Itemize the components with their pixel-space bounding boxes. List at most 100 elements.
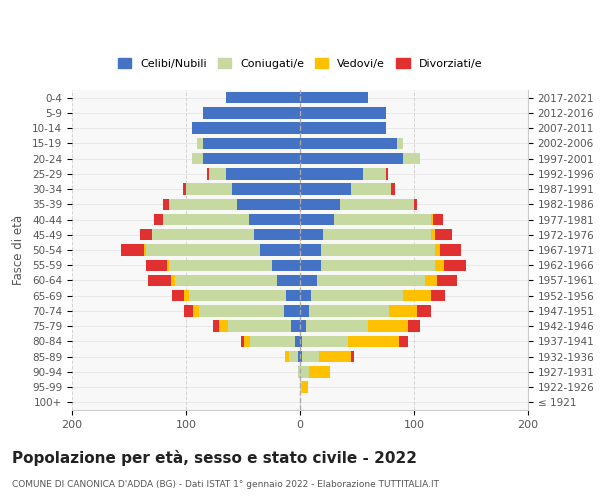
Bar xyxy=(228,320,291,332)
Bar xyxy=(148,275,171,286)
Bar xyxy=(300,153,403,164)
Bar xyxy=(434,244,440,256)
Bar xyxy=(146,260,167,271)
Bar xyxy=(190,290,286,302)
Bar xyxy=(203,138,300,149)
Bar xyxy=(163,214,249,225)
Bar xyxy=(184,305,193,316)
Bar xyxy=(431,290,445,302)
Bar xyxy=(414,198,418,210)
Bar xyxy=(300,275,317,286)
Bar xyxy=(300,351,302,362)
Bar xyxy=(163,198,169,210)
Bar xyxy=(140,229,152,240)
Bar xyxy=(399,336,409,347)
Bar xyxy=(391,184,395,195)
Bar xyxy=(300,290,311,302)
Bar xyxy=(219,320,228,332)
Bar xyxy=(386,168,388,179)
Bar xyxy=(284,305,300,316)
Bar xyxy=(206,168,209,179)
Bar xyxy=(443,260,466,271)
Bar xyxy=(348,336,399,347)
Bar xyxy=(298,366,300,378)
Bar xyxy=(320,244,434,256)
Bar xyxy=(306,320,368,332)
Bar xyxy=(244,336,250,347)
Legend: Celibi/Nubili, Coniugati/e, Vedovi/e, Divorziati/e: Celibi/Nubili, Coniugati/e, Vedovi/e, Di… xyxy=(113,54,487,74)
Bar xyxy=(172,290,184,302)
Bar xyxy=(362,168,386,179)
Bar xyxy=(311,290,403,302)
Y-axis label: Anni di nascita: Anni di nascita xyxy=(598,206,600,294)
Bar xyxy=(186,184,232,195)
Bar xyxy=(319,351,352,362)
Bar xyxy=(121,244,144,256)
Bar xyxy=(300,92,368,104)
Bar xyxy=(431,229,434,240)
Bar xyxy=(431,214,433,225)
Bar xyxy=(192,153,203,164)
Bar xyxy=(214,320,219,332)
Bar xyxy=(389,305,418,316)
Bar xyxy=(334,214,431,225)
Bar xyxy=(437,275,457,286)
Bar xyxy=(300,168,362,179)
Bar xyxy=(169,260,271,271)
Bar xyxy=(403,153,420,164)
Bar xyxy=(192,122,300,134)
Bar xyxy=(171,275,175,286)
Bar xyxy=(203,107,300,118)
Bar xyxy=(286,290,300,302)
Bar xyxy=(238,198,300,210)
Bar xyxy=(368,320,408,332)
Bar xyxy=(260,244,300,256)
Bar xyxy=(440,244,461,256)
Bar xyxy=(193,305,199,316)
Bar xyxy=(285,351,289,362)
Bar xyxy=(300,214,334,225)
Bar xyxy=(226,92,300,104)
Bar xyxy=(434,260,443,271)
Bar xyxy=(300,138,397,149)
Bar xyxy=(249,214,300,225)
Bar xyxy=(352,351,353,362)
Bar xyxy=(340,198,414,210)
Y-axis label: Fasce di età: Fasce di età xyxy=(12,215,25,285)
Bar xyxy=(317,275,425,286)
Bar xyxy=(300,122,386,134)
Bar xyxy=(209,168,226,179)
Bar xyxy=(403,290,431,302)
Bar xyxy=(291,320,300,332)
Bar xyxy=(167,260,169,271)
Bar xyxy=(309,366,329,378)
Bar xyxy=(300,184,352,195)
Bar xyxy=(352,184,391,195)
Bar xyxy=(434,229,452,240)
Text: Popolazione per età, sesso e stato civile - 2022: Popolazione per età, sesso e stato civil… xyxy=(12,450,417,466)
Bar xyxy=(302,351,319,362)
Bar xyxy=(182,184,186,195)
Bar xyxy=(323,229,431,240)
Bar xyxy=(300,305,309,316)
Bar xyxy=(302,336,348,347)
Bar xyxy=(425,275,437,286)
Bar xyxy=(277,275,300,286)
Bar xyxy=(300,382,302,393)
Bar xyxy=(300,229,323,240)
Bar xyxy=(300,260,320,271)
Bar xyxy=(175,275,277,286)
Bar xyxy=(254,229,300,240)
Bar xyxy=(232,184,300,195)
Bar xyxy=(397,138,403,149)
Bar xyxy=(197,138,203,149)
Bar xyxy=(169,198,238,210)
Bar xyxy=(184,290,190,302)
Bar xyxy=(433,214,443,225)
Bar xyxy=(300,107,386,118)
Bar xyxy=(199,305,284,316)
Bar xyxy=(418,305,431,316)
Bar xyxy=(226,168,300,179)
Bar xyxy=(152,229,254,240)
Bar xyxy=(144,244,146,256)
